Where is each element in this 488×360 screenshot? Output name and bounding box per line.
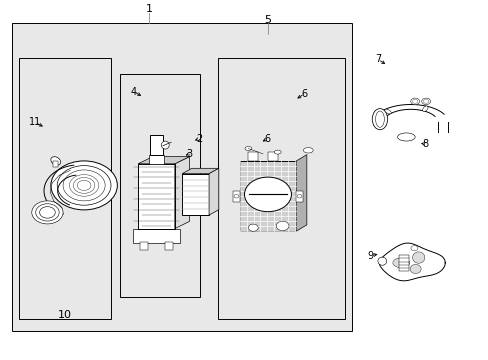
Bar xyxy=(132,229,180,243)
Text: 3: 3 xyxy=(186,149,192,159)
Polygon shape xyxy=(175,157,189,229)
Circle shape xyxy=(57,166,111,205)
Bar xyxy=(217,58,344,319)
Bar xyxy=(149,155,163,164)
Circle shape xyxy=(40,207,55,218)
Bar xyxy=(150,135,163,155)
Bar xyxy=(248,152,258,161)
Bar xyxy=(164,242,172,250)
Polygon shape xyxy=(379,243,444,281)
Ellipse shape xyxy=(51,157,61,165)
Ellipse shape xyxy=(375,111,384,127)
Circle shape xyxy=(423,99,428,103)
Circle shape xyxy=(248,224,258,231)
Text: 11: 11 xyxy=(29,117,41,127)
Ellipse shape xyxy=(244,147,251,150)
Ellipse shape xyxy=(377,257,386,265)
Text: 10: 10 xyxy=(58,310,72,320)
Ellipse shape xyxy=(397,133,414,141)
Text: 1: 1 xyxy=(145,4,152,14)
Bar xyxy=(12,23,351,331)
Circle shape xyxy=(244,177,291,212)
Text: 6: 6 xyxy=(301,89,307,99)
Bar xyxy=(267,152,277,161)
Circle shape xyxy=(410,246,417,251)
Ellipse shape xyxy=(412,252,424,263)
Bar xyxy=(120,74,200,297)
Polygon shape xyxy=(138,157,189,164)
Circle shape xyxy=(51,161,117,210)
Circle shape xyxy=(36,204,59,221)
Circle shape xyxy=(233,194,239,198)
Circle shape xyxy=(412,99,417,103)
Bar xyxy=(140,242,148,250)
Bar xyxy=(398,255,408,271)
Bar xyxy=(182,174,208,215)
Ellipse shape xyxy=(422,106,427,111)
Circle shape xyxy=(63,170,105,201)
Ellipse shape xyxy=(274,150,281,154)
Text: 7: 7 xyxy=(374,54,380,64)
Circle shape xyxy=(32,201,63,224)
Text: 2: 2 xyxy=(196,134,202,144)
Bar xyxy=(138,164,175,229)
Ellipse shape xyxy=(303,148,313,153)
Circle shape xyxy=(421,98,429,104)
Ellipse shape xyxy=(392,258,409,268)
Ellipse shape xyxy=(161,141,169,149)
Bar xyxy=(233,191,240,202)
Bar xyxy=(296,191,303,202)
Polygon shape xyxy=(182,168,219,174)
Text: 4: 4 xyxy=(131,87,137,97)
Ellipse shape xyxy=(409,265,420,274)
Ellipse shape xyxy=(384,109,390,114)
Polygon shape xyxy=(138,164,175,229)
Bar xyxy=(53,161,58,167)
Circle shape xyxy=(410,98,419,104)
Text: 5: 5 xyxy=(264,15,271,25)
Text: 6: 6 xyxy=(264,134,270,144)
Circle shape xyxy=(276,221,288,230)
Ellipse shape xyxy=(371,109,387,130)
Text: 9: 9 xyxy=(367,251,373,261)
Bar xyxy=(240,161,296,231)
Text: 8: 8 xyxy=(422,139,427,149)
Circle shape xyxy=(297,194,302,198)
Polygon shape xyxy=(209,168,219,215)
Polygon shape xyxy=(296,155,306,231)
Bar xyxy=(19,58,111,319)
